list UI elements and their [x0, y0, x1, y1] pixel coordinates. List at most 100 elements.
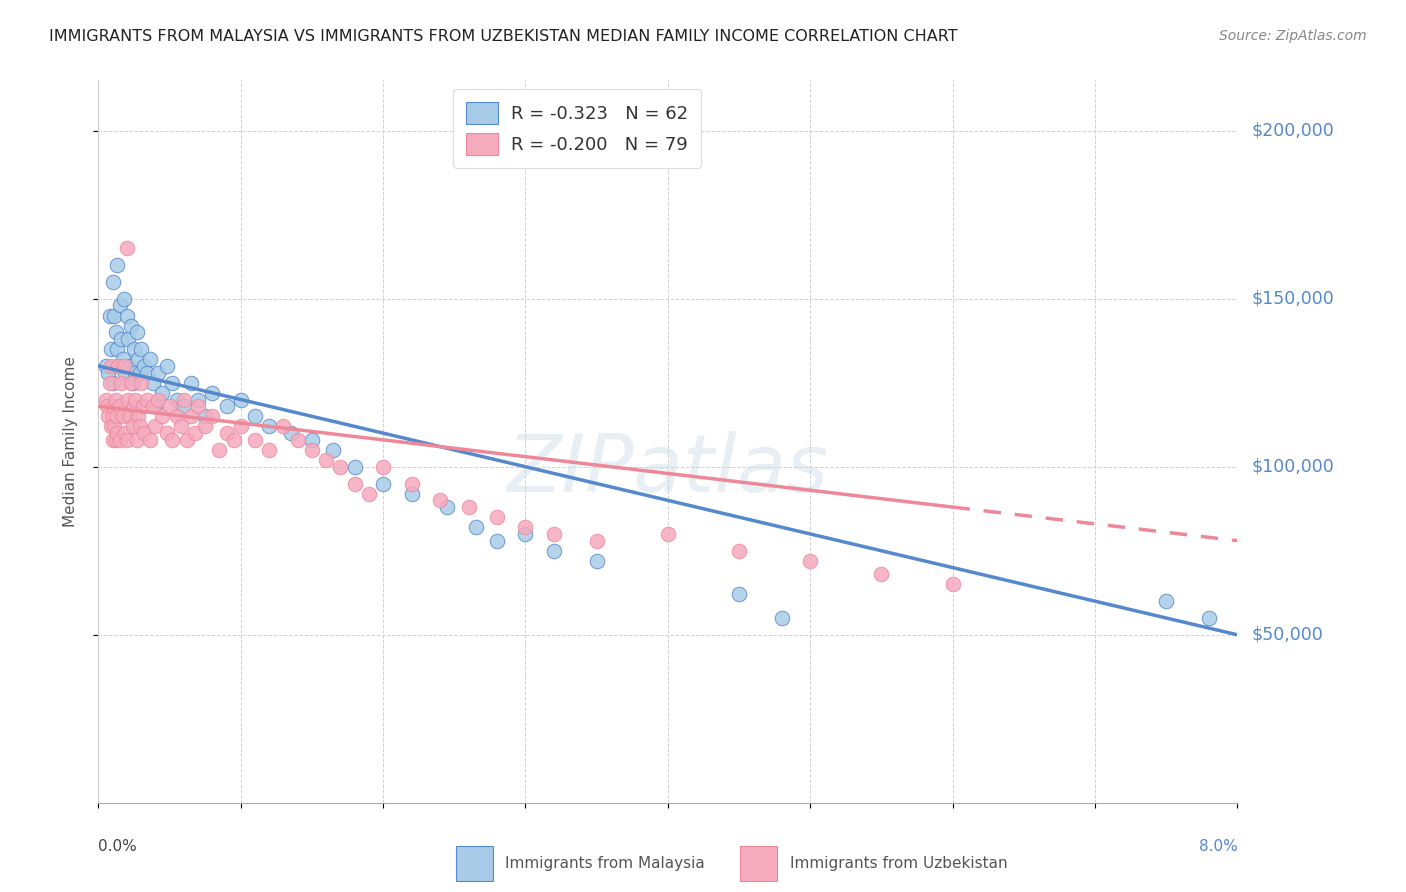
- Point: [110, 332, 132, 346]
- Point: [301, 442, 323, 457]
- Point: [343, 459, 366, 474]
- Point: [770, 611, 793, 625]
- Point: [114, 366, 136, 380]
- Point: [104, 326, 127, 340]
- Point: [108, 298, 131, 312]
- Point: [259, 419, 281, 434]
- Point: [100, 342, 122, 356]
- Point: [152, 409, 174, 424]
- Point: [870, 567, 893, 582]
- Point: [464, 520, 486, 534]
- Point: [515, 527, 537, 541]
- Point: [115, 433, 138, 447]
- Point: [322, 442, 344, 457]
- Point: [124, 366, 146, 380]
- Point: [357, 486, 380, 500]
- Point: [128, 419, 150, 434]
- Point: [105, 409, 128, 424]
- Point: [97, 409, 120, 424]
- Point: [457, 500, 479, 514]
- Point: [114, 426, 136, 441]
- Point: [117, 392, 139, 407]
- Text: ZIPatlas: ZIPatlas: [506, 432, 830, 509]
- Point: [156, 426, 179, 441]
- Point: [486, 510, 509, 524]
- Point: [585, 533, 607, 548]
- Point: [125, 326, 148, 340]
- Point: [120, 318, 142, 333]
- Point: [145, 399, 167, 413]
- Point: [131, 399, 153, 413]
- Point: [201, 385, 224, 400]
- Point: [103, 399, 125, 413]
- Point: [103, 309, 125, 323]
- Point: [138, 433, 160, 447]
- Point: [135, 366, 157, 380]
- Point: [152, 385, 174, 400]
- Point: [108, 433, 131, 447]
- Text: Immigrants from Uzbekistan: Immigrants from Uzbekistan: [790, 856, 1007, 871]
- Point: [942, 577, 965, 591]
- Text: 8.0%: 8.0%: [1198, 838, 1237, 854]
- Point: [243, 433, 266, 447]
- Text: $200,000: $200,000: [1251, 121, 1334, 140]
- Point: [194, 419, 217, 434]
- Point: [371, 476, 394, 491]
- Point: [280, 426, 302, 441]
- Point: [329, 459, 352, 474]
- Point: [127, 409, 149, 424]
- Point: [141, 399, 163, 413]
- Point: [287, 433, 309, 447]
- Text: $150,000: $150,000: [1251, 290, 1334, 308]
- Point: [127, 352, 149, 367]
- Point: [111, 409, 134, 424]
- Point: [104, 392, 127, 407]
- Point: [103, 419, 125, 434]
- Point: [215, 399, 238, 413]
- Point: [543, 543, 565, 558]
- Point: [208, 442, 231, 457]
- Point: [173, 399, 195, 413]
- Point: [1154, 594, 1177, 608]
- Point: [148, 392, 170, 407]
- Point: [115, 309, 138, 323]
- Point: [201, 409, 224, 424]
- Point: [229, 419, 252, 434]
- Point: [101, 376, 124, 390]
- Point: [162, 433, 184, 447]
- Point: [194, 409, 217, 424]
- Point: [401, 486, 423, 500]
- Point: [585, 554, 607, 568]
- Point: [148, 366, 170, 380]
- Point: [343, 476, 366, 491]
- Point: [180, 376, 202, 390]
- Point: [141, 376, 163, 390]
- Point: [105, 342, 128, 356]
- Point: [243, 409, 266, 424]
- Point: [132, 426, 155, 441]
- Text: Immigrants from Malaysia: Immigrants from Malaysia: [505, 856, 704, 871]
- Point: [117, 332, 139, 346]
- Point: [429, 493, 451, 508]
- Point: [105, 258, 128, 272]
- Point: [728, 587, 751, 601]
- Point: [96, 399, 118, 413]
- Point: [184, 426, 207, 441]
- Point: [145, 419, 167, 434]
- Point: [94, 392, 117, 407]
- Point: [159, 399, 181, 413]
- Point: [107, 359, 129, 373]
- Point: [486, 533, 509, 548]
- Text: $50,000: $50,000: [1251, 626, 1323, 644]
- Text: IMMIGRANTS FROM MALAYSIA VS IMMIGRANTS FROM UZBEKISTAN MEDIAN FAMILY INCOME CORR: IMMIGRANTS FROM MALAYSIA VS IMMIGRANTS F…: [49, 29, 957, 44]
- Point: [101, 433, 124, 447]
- Point: [112, 292, 135, 306]
- Point: [229, 392, 252, 407]
- Point: [100, 359, 122, 373]
- Point: [98, 376, 121, 390]
- Point: [110, 376, 132, 390]
- Point: [111, 352, 134, 367]
- Point: [170, 419, 193, 434]
- Point: [97, 366, 120, 380]
- Point: [222, 433, 245, 447]
